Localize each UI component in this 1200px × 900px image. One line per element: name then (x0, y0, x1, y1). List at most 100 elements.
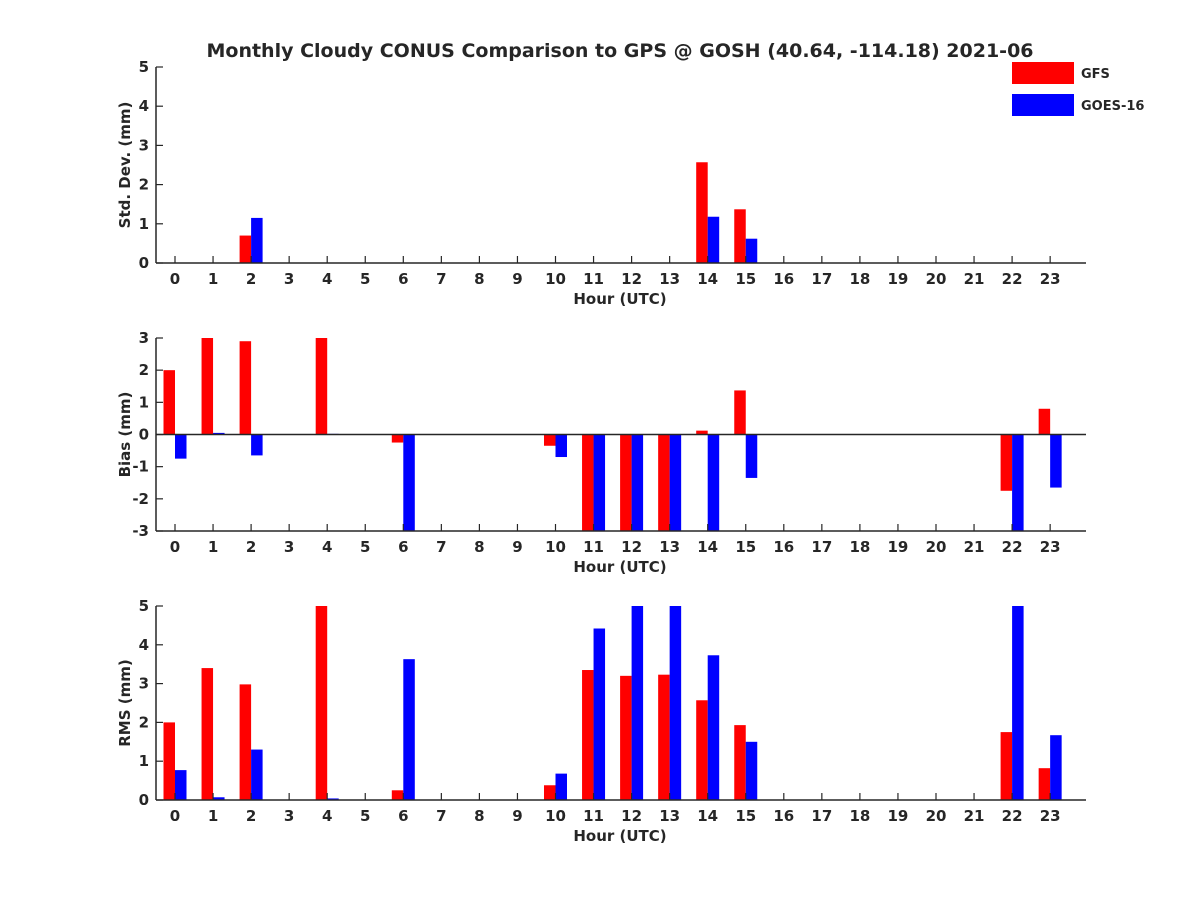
bias-x-tick-label: 9 (512, 538, 522, 556)
bias-x-tick-label: 10 (545, 538, 566, 556)
bias-bar-gfs-14 (696, 430, 708, 435)
std-dev-bar-goes16-15 (745, 238, 758, 263)
rms-x-tick-label: 12 (621, 807, 642, 825)
rms-y-tick-label: 1 (139, 752, 149, 770)
std-dev-y-tick-label: 4 (139, 97, 149, 115)
rms-y-axis-label: RMS (mm) (116, 659, 134, 746)
std-dev-x-tick-label: 2 (246, 270, 256, 288)
std-dev-y-tick-label: 5 (139, 58, 149, 76)
bias-x-axis-label: Hour (UTC) (573, 558, 666, 576)
rms-bar-gfs-0 (163, 722, 175, 800)
bias-x-tick-label: 17 (811, 538, 832, 556)
rms-y-tick-label: 2 (139, 713, 149, 731)
bias-x-tick-label: 13 (659, 538, 680, 556)
bias-bar-gfs-0 (163, 370, 175, 435)
bias-x-tick-label: 19 (888, 538, 909, 556)
rms-x-tick-label: 3 (284, 807, 294, 825)
rms-bar-goes16-10 (555, 773, 567, 800)
bias-bar-gfs-10 (544, 434, 556, 446)
rms-bar-goes16-13 (669, 606, 682, 800)
rms-x-tick-label: 17 (811, 807, 832, 825)
std-dev-x-tick-label: 4 (322, 270, 332, 288)
rms-x-tick-label: 11 (583, 807, 604, 825)
bias-y-axis-label: Bias (mm) (116, 392, 134, 478)
legend: GFS GOES-16 (1012, 62, 1144, 116)
bias-y-tick-label: 1 (139, 393, 149, 411)
std-dev-x-tick-label: 5 (360, 270, 370, 288)
bias-x-tick-label: 2 (246, 538, 256, 556)
bias-x-tick-label: 21 (964, 538, 985, 556)
bias-bar-gfs-15 (734, 390, 746, 435)
bias-x-tick-label: 16 (773, 538, 794, 556)
bias-bar-gfs-22 (1000, 434, 1013, 491)
bias-x-tick-label: 11 (583, 538, 604, 556)
bias-x-tick-label: 14 (697, 538, 718, 556)
std-dev-x-tick-label: 11 (583, 270, 604, 288)
rms-bar-goes16-15 (745, 741, 758, 800)
bias-x-tick-label: 7 (436, 538, 446, 556)
std-dev-x-tick-label: 22 (1002, 270, 1023, 288)
bias-bar-gfs-23 (1038, 408, 1051, 435)
rms-x-tick-label: 23 (1040, 807, 1061, 825)
rms-x-tick-label: 8 (474, 807, 484, 825)
rms-x-tick-label: 2 (246, 807, 256, 825)
bias-bar-goes16-23 (1050, 434, 1062, 488)
std-dev-x-tick-label: 14 (697, 270, 718, 288)
bias-bar-goes16-6 (403, 434, 415, 531)
rms-x-tick-label: 7 (436, 807, 446, 825)
rms-bar-goes16-4 (327, 798, 339, 800)
bias-y-tick-label: -1 (132, 458, 149, 476)
rms-bar-goes16-22 (1012, 606, 1024, 800)
rms-bar-gfs-2 (239, 684, 252, 800)
rms-x-tick-label: 10 (545, 807, 566, 825)
bias-bar-goes16-2 (251, 434, 263, 456)
bias-bar-gfs-11 (582, 434, 594, 531)
std-dev-x-tick-label: 10 (545, 270, 566, 288)
std-dev-x-tick-label: 13 (659, 270, 680, 288)
rms-x-tick-label: 16 (773, 807, 794, 825)
rms-x-tick-label: 4 (322, 807, 332, 825)
bias-bar-goes16-15 (745, 434, 758, 478)
rms-bar-goes16-12 (631, 606, 644, 800)
bias-bar-goes16-0 (175, 434, 187, 459)
bias-y-tick-label: 3 (139, 329, 149, 347)
legend-swatch-gfs (1012, 62, 1074, 84)
bias-y-tick-label: -2 (132, 490, 149, 508)
std-dev-x-tick-label: 1 (208, 270, 218, 288)
rms-x-axis-label: Hour (UTC) (573, 827, 666, 845)
rms-bar-gfs-1 (201, 668, 214, 800)
std-dev-bar-gfs-15 (734, 209, 746, 263)
std-dev-x-tick-label: 21 (964, 270, 985, 288)
bias-x-tick-label: 22 (1002, 538, 1023, 556)
std-dev-x-axis-label: Hour (UTC) (573, 290, 666, 308)
bias-bar-gfs-1 (201, 338, 214, 435)
rms-bar-gfs-13 (658, 674, 670, 800)
std-dev-x-tick-label: 8 (474, 270, 484, 288)
rms-x-tick-label: 5 (360, 807, 370, 825)
bias-bar-goes16-12 (631, 434, 644, 531)
rms-bar-gfs-14 (696, 700, 708, 800)
rms-bar-goes16-23 (1050, 735, 1062, 800)
bias-x-tick-label: 1 (208, 538, 218, 556)
bias-bar-goes16-13 (669, 434, 682, 531)
bias-x-tick-label: 6 (398, 538, 408, 556)
bias-bar-goes16-11 (593, 434, 606, 531)
bias-bar-gfs-6 (391, 434, 404, 443)
rms-x-tick-label: 1 (208, 807, 218, 825)
bias-x-tick-label: 5 (360, 538, 370, 556)
rms-x-tick-label: 22 (1002, 807, 1023, 825)
bias-bar-goes16-10 (555, 434, 567, 458)
std-dev-x-tick-label: 16 (773, 270, 794, 288)
rms-bar-goes16-2 (251, 749, 263, 800)
bias-bar-goes16-1 (213, 432, 225, 435)
bias-y-tick-label: 0 (139, 426, 149, 444)
bias-x-tick-label: 18 (849, 538, 870, 556)
std-dev-x-tick-label: 0 (170, 270, 180, 288)
std-dev-x-tick-label: 19 (888, 270, 909, 288)
rms-bar-gfs-22 (1000, 732, 1013, 800)
bias-bar-goes16-14 (707, 434, 720, 531)
bias-x-tick-label: 15 (735, 538, 756, 556)
std-dev-x-tick-label: 17 (811, 270, 832, 288)
